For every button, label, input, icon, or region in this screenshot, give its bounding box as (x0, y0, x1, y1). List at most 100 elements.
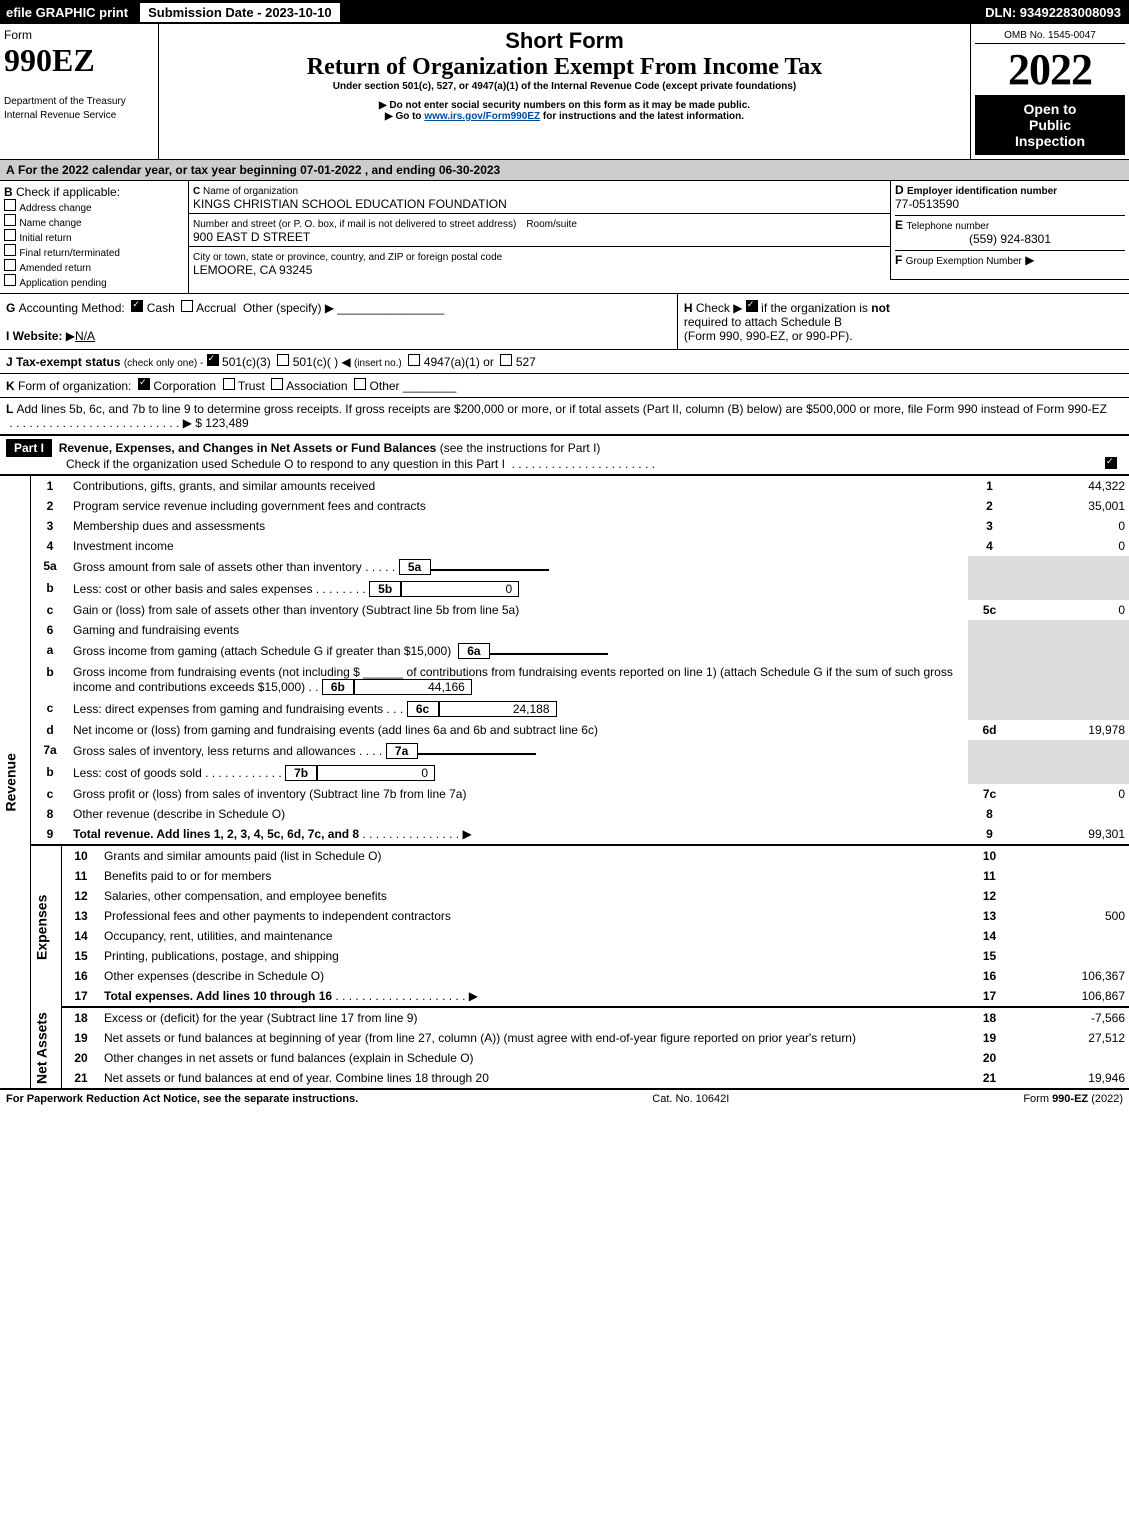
val-2: 35,001 (1011, 496, 1129, 516)
checkbox-cash[interactable] (131, 300, 143, 312)
submission-date: Submission Date - 2023-10-10 (138, 1, 342, 24)
val-13: 500 (1011, 906, 1129, 926)
form-number: 990EZ (4, 42, 95, 78)
irs-label: Internal Revenue Service (4, 110, 116, 121)
part1-header: Part I Revenue, Expenses, and Changes in… (0, 435, 1129, 475)
dept-label: Department of the Treasury (4, 96, 126, 107)
val-21: 19,946 (1011, 1068, 1129, 1088)
footer-right: Form 990-EZ (2022) (1023, 1093, 1123, 1105)
gh-row: G Accounting Method: Cash Accrual Other … (0, 294, 1129, 350)
val-3: 0 (1011, 516, 1129, 536)
warning-line: Do not enter social security numbers on … (389, 100, 750, 111)
form-header: Form 990EZ Department of the Treasury In… (0, 24, 1129, 160)
expenses-side-label: Expenses (31, 846, 62, 1008)
checkbox-final-return[interactable] (4, 244, 16, 256)
lines-table: Revenue 1Contributions, gifts, grants, a… (0, 475, 1129, 1088)
website: N/A (75, 329, 95, 343)
val-11 (1011, 866, 1129, 886)
val-5a (431, 569, 549, 571)
netassets-side-label: Net Assets (31, 1008, 62, 1088)
section-l: L Add lines 5b, 6c, and 7b to line 9 to … (0, 398, 1129, 435)
checkbox-address-change[interactable] (4, 199, 16, 211)
form-word: Form (4, 28, 32, 42)
checkbox-part1-scho[interactable] (1105, 457, 1117, 469)
checkbox-other[interactable] (354, 378, 366, 390)
e-label: Telephone number (906, 221, 989, 232)
irs-link[interactable]: www.irs.gov/Form990EZ (424, 111, 540, 122)
title-short-form: Short Form (163, 28, 966, 54)
g-label: Accounting Method: (19, 301, 125, 315)
val-7a (418, 753, 536, 755)
section-k: K Form of organization: Corporation Trus… (0, 374, 1129, 398)
val-9: 99,301 (1011, 824, 1129, 845)
val-6b: 44,166 (354, 679, 472, 695)
l-text: Add lines 5b, 6c, and 7b to line 9 to de… (16, 402, 1107, 416)
val-17: 106,867 (1011, 986, 1129, 1007)
org-name: KINGS CHRISTIAN SCHOOL EDUCATION FOUNDAT… (193, 197, 507, 211)
val-14 (1011, 926, 1129, 946)
val-6c: 24,188 (439, 701, 557, 717)
street: 900 EAST D STREET (193, 230, 310, 244)
footer-left: For Paperwork Reduction Act Notice, see … (6, 1093, 358, 1105)
efile-label: efile GRAPHIC print (0, 5, 134, 20)
checkbox-accrual[interactable] (181, 300, 193, 312)
street-label: Number and street (or P. O. box, if mail… (193, 219, 516, 230)
val-12 (1011, 886, 1129, 906)
subtitle: Under section 501(c), 527, or 4947(a)(1)… (163, 81, 966, 92)
checkbox-501c3[interactable] (207, 354, 219, 366)
val-6a (490, 653, 608, 655)
val-10 (1011, 846, 1129, 866)
arrow-icon: ▶ (1025, 253, 1034, 267)
section-j: J Tax-exempt status (check only one) - 5… (0, 350, 1129, 374)
checkbox-4947[interactable] (408, 354, 420, 366)
page-footer: For Paperwork Reduction Act Notice, see … (0, 1088, 1129, 1108)
checkbox-schedb[interactable] (746, 300, 758, 312)
val-8 (1011, 804, 1129, 824)
tax-year: 2022 (975, 44, 1125, 95)
open-to-public: Open to Public Inspection (975, 95, 1125, 155)
checkbox-527[interactable] (500, 354, 512, 366)
goto-post: for instructions and the latest informat… (540, 111, 744, 122)
checkbox-app-pending[interactable] (4, 274, 16, 286)
val-18: -7,566 (1011, 1008, 1129, 1028)
checkbox-501c[interactable] (277, 354, 289, 366)
revenue-side-label: Revenue (0, 476, 31, 1089)
val-19: 27,512 (1011, 1028, 1129, 1048)
top-bar: efile GRAPHIC print Submission Date - 20… (0, 0, 1129, 24)
i-label: Website: (13, 329, 63, 343)
d-label: Employer identification number (907, 186, 1057, 197)
l-value: $ 123,489 (195, 416, 248, 430)
omb-label: OMB No. 1545-0047 (975, 28, 1125, 44)
city: LEMOORE, CA 93245 (193, 263, 312, 277)
val-1: 44,322 (1011, 476, 1129, 496)
b-label: Check if applicable: (16, 185, 120, 199)
goto-pre: Go to (395, 111, 424, 122)
ein: 77-0513590 (895, 197, 959, 211)
checkbox-amended[interactable] (4, 259, 16, 271)
c-name-label: Name of organization (203, 186, 298, 197)
checkbox-initial-return[interactable] (4, 229, 16, 241)
phone: (559) 924-8301 (895, 232, 1125, 246)
val-5b: 0 (401, 581, 519, 597)
section-a-text: For the 2022 calendar year, or tax year … (18, 163, 500, 177)
checkbox-corp[interactable] (138, 378, 150, 390)
section-a: A For the 2022 calendar year, or tax yea… (0, 160, 1129, 181)
val-15 (1011, 946, 1129, 966)
val-4: 0 (1011, 536, 1129, 556)
part1-label: Part I (6, 439, 52, 457)
checkbox-assoc[interactable] (271, 378, 283, 390)
checkbox-trust[interactable] (223, 378, 235, 390)
val-16: 106,367 (1011, 966, 1129, 986)
city-label: City or town, state or province, country… (193, 252, 502, 263)
room-label: Room/suite (526, 219, 577, 230)
part1-check-line: Check if the organization used Schedule … (66, 457, 505, 471)
val-5c: 0 (1011, 600, 1129, 620)
f-label: Group Exemption Number (906, 256, 1022, 267)
dln-label: DLN: 93492283008093 (985, 5, 1129, 20)
footer-catno: Cat. No. 10642I (652, 1093, 729, 1105)
val-7b: 0 (317, 765, 435, 781)
checkbox-name-change[interactable] (4, 214, 16, 226)
val-6d: 19,978 (1011, 720, 1129, 740)
val-20 (1011, 1048, 1129, 1068)
org-info-block: B Check if applicable: Address change Na… (0, 181, 1129, 294)
